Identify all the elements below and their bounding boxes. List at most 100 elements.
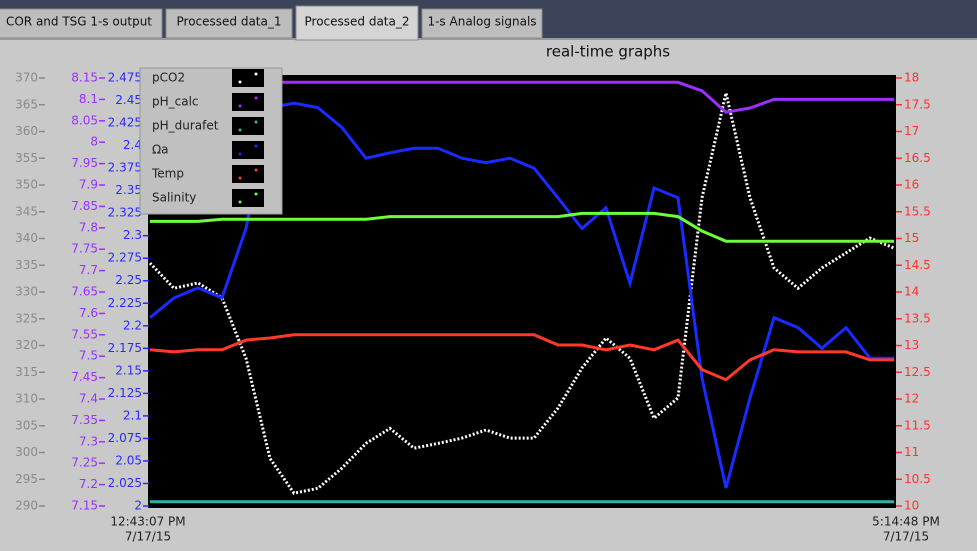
legend-dot (238, 152, 242, 156)
y-tick-label: 7.6 (79, 306, 98, 320)
legend-label: Temp (151, 167, 184, 181)
x-tick-label: 7/17/15 (125, 530, 171, 544)
y-tick-label: 7.35 (71, 413, 98, 427)
legend-label: pH_durafet (152, 119, 219, 133)
y-tick-label: 345 (15, 204, 38, 218)
y-tick-label: 295 (15, 472, 38, 486)
y-tick-label: 2.1 (123, 408, 142, 422)
y-tick-label: 10.5 (904, 472, 931, 486)
y-tick-label: 11 (904, 445, 919, 459)
tab-label[interactable]: Processed data_1 (177, 15, 282, 29)
y-tick-label: 2 (134, 499, 142, 513)
tab[interactable] (0, 8, 163, 39)
legend-dot (238, 104, 242, 108)
y-tick-label: 2.025 (108, 476, 142, 490)
y-tick-label: 7.55 (71, 327, 98, 341)
series-line (148, 92, 895, 495)
y-tick-label: 7.7 (79, 263, 98, 277)
y-tick-label: 2.25 (115, 273, 142, 287)
y-tick-label: 2.05 (115, 453, 142, 467)
y-tick-label: 335 (15, 258, 38, 272)
y-tick-label: 12.5 (904, 365, 931, 379)
series-line (150, 211, 894, 243)
y-tick-label: 330 (15, 285, 38, 299)
legend-swatch (232, 69, 264, 87)
y-tick-label: 2.4 (123, 138, 142, 152)
tab-label[interactable]: COR and TSG 1-s output (6, 15, 152, 29)
legend-dot (254, 72, 258, 76)
y-tick-label: 355 (15, 151, 38, 165)
y-tick-label: 370 (15, 71, 38, 85)
tab[interactable] (165, 8, 293, 39)
y-tick-label: 7.85 (71, 199, 98, 213)
legend-dot (238, 200, 242, 204)
y-tick-label: 2.45 (115, 93, 142, 107)
y-tick-label: 7.95 (71, 156, 98, 170)
y-tick-label: 8 (90, 135, 98, 149)
series-line (149, 333, 894, 382)
y-tick-label: 2.275 (108, 251, 142, 265)
y-tick-label: 18 (904, 71, 919, 85)
tab-label[interactable]: 1-s Analog signals (427, 15, 536, 29)
y-tick-label: 14.5 (904, 258, 931, 272)
legend-dot (254, 192, 258, 196)
y-tick-label: 2.3 (123, 228, 142, 242)
y-tick-label: 2.15 (115, 363, 142, 377)
y-tick-label: 7.25 (71, 456, 98, 470)
y-tick-label: 2.325 (108, 206, 142, 220)
legend-dot (254, 168, 258, 172)
legend-dot (254, 96, 258, 100)
y-tick-label: 7.15 (71, 499, 98, 513)
legend-swatch (232, 117, 264, 135)
y-tick-label: 340 (15, 231, 38, 245)
y-tick-label: 7.8 (79, 220, 98, 234)
y-tick-label: 7.75 (71, 242, 98, 256)
y-tick-label: 305 (15, 418, 38, 432)
y-tick-label: 365 (15, 97, 38, 111)
y-tick-label: 310 (15, 392, 38, 406)
y-tick-label: 360 (15, 124, 38, 138)
tab[interactable] (295, 5, 419, 41)
y-tick-label: 315 (15, 365, 38, 379)
legend-dot (238, 176, 242, 180)
y-tick-label: 16 (904, 178, 919, 192)
y-tick-label: 17 (904, 124, 919, 138)
y-tick-label: 13.5 (904, 311, 931, 325)
y-tick-label: 10 (904, 499, 919, 513)
y-tick-label: 7.3 (79, 434, 98, 448)
y-tick-label: 14 (904, 285, 919, 299)
y-tick-label: 2.425 (108, 116, 142, 130)
y-tick-label: 8.1 (79, 92, 98, 106)
chart-title: real-time graphs (546, 43, 670, 61)
legend: pCO2 pH_calc pH_durafet Ωa Temp Salinity (139, 67, 283, 215)
x-tick-label: 12:43:07 PM (110, 515, 185, 529)
y-tick-label: 2.075 (108, 431, 142, 445)
y-tick-label: 2.2 (123, 318, 142, 332)
y-tick-label: 7.4 (79, 392, 98, 406)
legend-label: Salinity (152, 191, 196, 205)
tabs: COR and TSG 1-s output Processed data_1 Pr… (0, 5, 543, 41)
y-tick-label: 2.475 (108, 71, 142, 85)
tab[interactable] (421, 8, 543, 39)
y-tick-label: 2.35 (115, 183, 142, 197)
y-tick-label: 7.9 (79, 178, 98, 192)
y-tick-label: 325 (15, 311, 38, 325)
legend-label: Ωa (152, 143, 169, 157)
y-tick-label: 11.5 (904, 418, 931, 432)
legend-swatch (232, 93, 264, 111)
y-tick-label: 2.125 (108, 386, 142, 400)
legend-label: pCO2 (152, 71, 185, 85)
x-tick-label: 5:14:48 PM (872, 515, 940, 529)
y-tick-label: 320 (15, 338, 38, 352)
y-tick-label: 7.65 (71, 285, 98, 299)
tab-label[interactable]: Processed data_2 (305, 15, 410, 29)
y-tick-label: 2.175 (108, 341, 142, 355)
legend-dot (254, 144, 258, 148)
y-tick-label: 12 (904, 392, 919, 406)
legend-swatch (232, 165, 264, 183)
y-tick-label: 7.45 (71, 370, 98, 384)
legend-swatch (232, 141, 264, 159)
y-tick-label: 8.15 (71, 71, 98, 85)
x-tick-label: 7/17/15 (883, 530, 929, 544)
